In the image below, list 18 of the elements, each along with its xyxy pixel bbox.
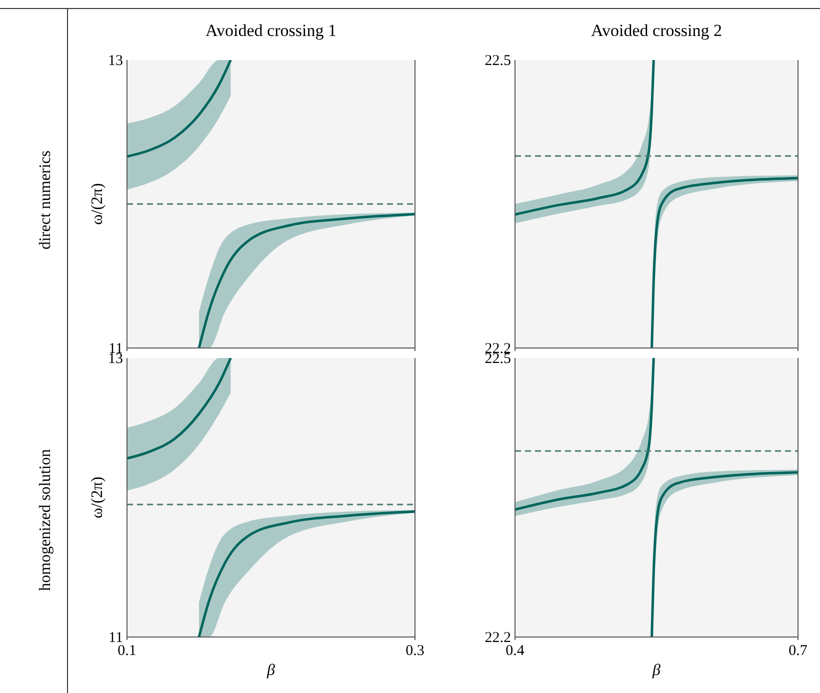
x-tick-label: 0.4 — [506, 643, 525, 659]
line-series — [127, 60, 232, 158]
y-tick-label: 22.5 — [484, 53, 511, 69]
y-tick-label: 11 — [108, 630, 123, 646]
y-axis-title: ω/(2π) — [89, 183, 106, 225]
chart-title: Avoided crossing 1 — [206, 21, 336, 40]
chart-title: Avoided crossing 2 — [591, 21, 722, 40]
y-tick-label: 22.2 — [484, 630, 511, 646]
y-axis-title: ω/(2π) — [89, 476, 106, 518]
line-series — [127, 358, 232, 460]
x-tick-label: 0.1 — [118, 643, 136, 659]
x-tick-label: 0.7 — [788, 643, 808, 659]
x-axis-title: β — [652, 662, 661, 679]
text: direct numerics — [37, 150, 54, 250]
x-axis-title: β — [266, 662, 276, 679]
y-tick-label: 13 — [108, 53, 123, 69]
x-tick-label: 0.3 — [406, 643, 424, 659]
text: homogenized solution — [37, 449, 54, 591]
